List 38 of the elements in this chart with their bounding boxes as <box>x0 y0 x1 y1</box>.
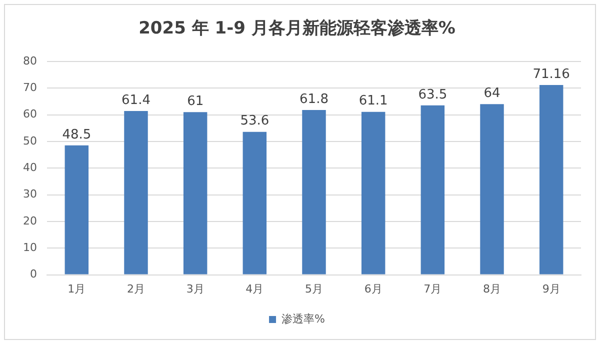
bar <box>124 111 148 274</box>
y-tick-label: 10 <box>22 240 37 254</box>
y-tick-label: 40 <box>22 160 37 174</box>
bar <box>539 84 564 274</box>
bar <box>480 104 504 274</box>
y-tick-label: 60 <box>22 108 37 121</box>
data-label: 63.5 <box>418 87 448 102</box>
bar <box>420 105 445 274</box>
x-tick-label: 9月 <box>542 282 560 296</box>
data-label: 53.6 <box>240 114 270 129</box>
x-tick-label: 4月 <box>246 282 264 296</box>
x-tick-label: 3月 <box>186 282 204 296</box>
y-tick-label: 80 <box>22 54 37 68</box>
x-tick-label: 5月 <box>305 282 323 296</box>
y-tick-label: 50 <box>22 134 37 148</box>
x-tick-label: 6月 <box>364 282 382 296</box>
chart-title: 2025 年 1-9 月各月新能源轻客渗透率% <box>138 18 456 39</box>
x-tick-label: 7月 <box>424 282 442 296</box>
y-tick-label: 20 <box>22 214 37 228</box>
data-label: 61.8 <box>300 92 328 107</box>
bar <box>361 112 386 274</box>
bar <box>302 110 326 274</box>
data-label: 61 <box>187 94 204 109</box>
x-tick-label: 1月 <box>68 282 86 296</box>
x-tick-label: 2月 <box>127 282 145 296</box>
legend-label: 渗透率% <box>282 312 325 326</box>
data-label: 48.5 <box>62 127 92 142</box>
y-tick-label: 0 <box>30 268 37 281</box>
y-tick-label: 70 <box>22 80 37 94</box>
data-label: 64 <box>484 86 500 101</box>
bar <box>242 132 267 274</box>
data-label: 61.4 <box>122 92 150 108</box>
bar <box>183 112 208 274</box>
data-label: 61.1 <box>358 94 388 109</box>
x-tick-label: 8月 <box>483 282 501 296</box>
y-tick-label: 30 <box>22 188 37 201</box>
data-label: 71.16 <box>532 66 570 82</box>
bar <box>64 145 89 274</box>
